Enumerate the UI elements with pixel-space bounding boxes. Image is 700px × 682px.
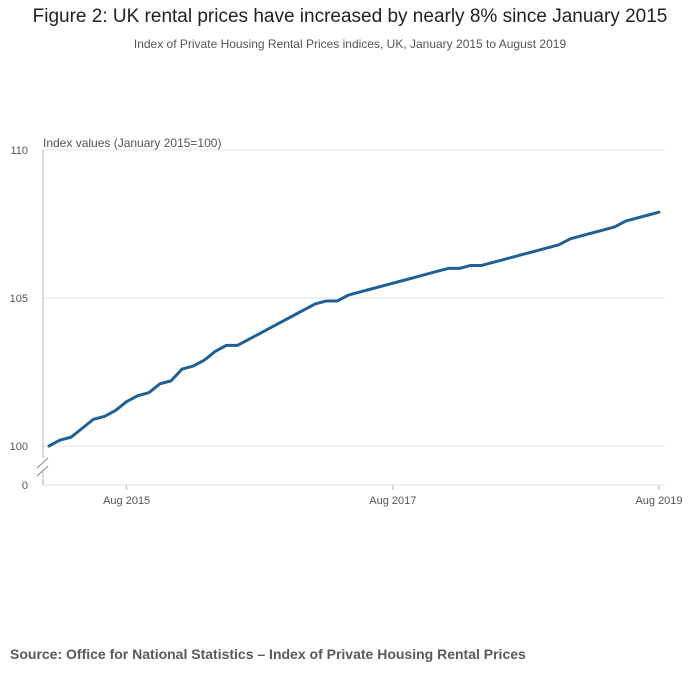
data-point xyxy=(513,255,516,258)
data-point xyxy=(81,427,84,430)
axis-break-mark xyxy=(36,457,49,469)
data-point xyxy=(547,246,550,249)
series-line xyxy=(47,210,661,448)
data-point xyxy=(59,439,62,442)
y-tick-label: 0 xyxy=(22,480,28,492)
source-note: Source: Office for National Statistics –… xyxy=(10,646,526,662)
data-point xyxy=(624,220,627,223)
data-point xyxy=(613,225,616,228)
data-point xyxy=(358,291,361,294)
data-point xyxy=(325,299,328,302)
data-point xyxy=(136,394,139,397)
y-tick-label: 110 xyxy=(10,145,28,157)
y-tick-label: 105 xyxy=(10,293,28,305)
data-point xyxy=(225,344,228,347)
data-point xyxy=(658,211,661,214)
data-point xyxy=(436,270,439,273)
data-point xyxy=(269,326,272,329)
data-point xyxy=(536,249,539,252)
data-point xyxy=(569,237,572,240)
data-point xyxy=(591,231,594,234)
data-point xyxy=(103,415,106,418)
data-point xyxy=(247,338,250,341)
data-point xyxy=(158,382,161,385)
axis-break-mark xyxy=(36,465,49,477)
data-point xyxy=(314,302,317,305)
data-point xyxy=(336,299,339,302)
x-tick-label: Aug 2015 xyxy=(103,495,150,507)
data-point xyxy=(558,243,561,246)
data-point xyxy=(48,445,51,448)
data-point xyxy=(236,344,239,347)
y-tick-label: 100 xyxy=(10,441,28,453)
data-point xyxy=(125,400,128,403)
data-point xyxy=(502,258,505,261)
data-point xyxy=(181,368,184,371)
data-point xyxy=(480,264,483,267)
data-point xyxy=(203,359,206,362)
data-point xyxy=(602,228,605,231)
data-point xyxy=(214,350,217,353)
data-point xyxy=(425,273,428,276)
data-point xyxy=(369,288,372,291)
data-point xyxy=(491,261,494,264)
data-point xyxy=(380,285,383,288)
data-point xyxy=(646,214,649,217)
chart-title: Figure 2: UK rental prices have increase… xyxy=(32,6,668,27)
x-tick-label: Aug 2019 xyxy=(635,495,682,507)
data-point xyxy=(580,234,583,237)
data-point xyxy=(635,217,638,220)
data-point xyxy=(70,436,73,439)
data-point xyxy=(114,409,117,412)
data-point xyxy=(303,308,306,311)
data-point xyxy=(170,379,173,382)
data-point xyxy=(280,320,283,323)
data-point xyxy=(524,252,527,255)
data-point xyxy=(347,294,350,297)
data-point xyxy=(92,418,95,421)
data-point xyxy=(447,267,450,270)
data-point xyxy=(469,264,472,267)
data-point xyxy=(292,314,295,317)
x-tick-label: Aug 2017 xyxy=(369,495,416,507)
data-point xyxy=(458,267,461,270)
data-point xyxy=(258,332,261,335)
data-point xyxy=(192,365,195,368)
y-axis-label: Index values (January 2015=100) xyxy=(43,136,221,150)
data-point xyxy=(147,391,150,394)
data-point xyxy=(402,279,405,282)
data-point xyxy=(414,276,417,279)
chart-subtitle: Index of Private Housing Rental Prices i… xyxy=(133,37,567,51)
data-point xyxy=(391,282,394,285)
